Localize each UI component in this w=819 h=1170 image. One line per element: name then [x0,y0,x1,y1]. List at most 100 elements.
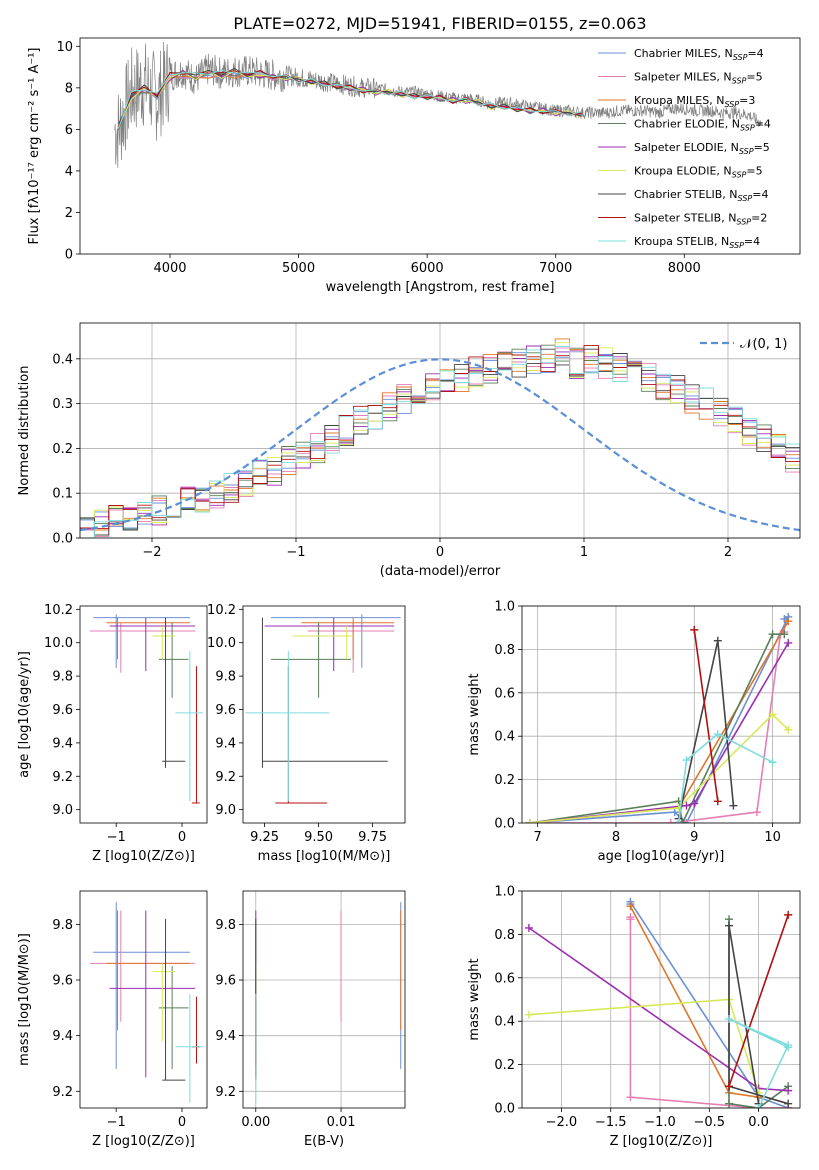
mass-vs-ebv-xlabel: E(B-V) [304,1134,344,1149]
massweight-vs-age-xtick-label-2: 9 [690,830,698,845]
massweight-vs-age-marker-4-3 [784,638,793,647]
legend-entry-6: Chabrier STELIB, NSSP=4 [634,188,768,203]
legend-entry-n-2: =3 [739,94,755,107]
massweight-vs-age-ytick-label-2: 0.4 [494,730,515,745]
mass-vs-Z-ytick-label-0: 9.2 [52,1085,73,1100]
massweight-vs-age-xtick-label-3: 10 [764,830,781,845]
age-vs-Z-xtick-label-1: 0 [178,830,186,845]
massweight-vs-age-frame [521,605,801,824]
massweight-vs-Z-marker-6-3 [784,1099,793,1108]
spectrum-ytick-label-1: 2 [65,206,73,221]
legend-entry-7: Salpeter STELIB, NSSP=2 [634,212,767,227]
age-vs-Z-ytick-label-5: 10.0 [44,636,73,651]
spectrum-model-4 [118,69,582,128]
massweight-vs-age-xlabel: age [log10(age/yr)] [598,849,725,864]
massweight-vs-Z-marker-6-1 [725,921,734,930]
mass-vs-Z-plot-area [89,902,204,1103]
legend-entry-n-4: =5 [754,141,770,154]
massweight-vs-age-ylabel: mass weight [467,673,482,755]
age-vs-Z-frame [79,605,208,824]
spectrum-ytick-label-0: 0 [65,248,73,263]
massweight-vs-age-marker-7-1 [713,797,722,806]
legend-entry-n-3: =4 [755,118,771,131]
mass-vs-ebv-xtick-label-1: 0.01 [327,1115,356,1130]
spectrum-xtick-label-4: 8000 [668,261,701,276]
massweight-vs-age-line-5 [529,713,789,823]
residuals-xlabel: (data-model)/error [380,564,501,579]
mass-vs-ebv-ytick-label-3: 9.8 [215,918,236,933]
residuals-axes: −2 −1 0 1 2 0.0 0.1 0.2 0.3 0.4 (data-model)/error… [17,322,801,579]
residual-hist-0 [80,351,800,529]
massweight-vs-Z-xtick-label-0: −2.0 [546,1115,578,1130]
residual-hist-4 [80,345,800,530]
age-vs-Z-ytick-label-0: 9.0 [52,803,73,818]
legend-entry-n-0: =4 [747,47,763,60]
legend-entry-sub-1: SSP [732,77,747,86]
massweight-vs-Z-axes: −2.0 −1.5 −1.0 −0.5 0.0 0.0 0.2 0.4 0.6 0.8 1.0 Z [… [467,885,801,1149]
residuals-ytick-label-0: 0.0 [52,532,73,547]
legend-entry-1: Salpeter MILES, NSSP=5 [634,71,763,86]
massweight-vs-Z-marker-8-3 [784,1043,793,1052]
legend-entry-n-5: =5 [746,165,762,178]
age-vs-mass-frame [242,605,406,824]
massweight-vs-Z-marker-3-2 [725,1099,734,1108]
massweight-vs-age-marker-7-0 [690,625,699,634]
residuals-xtick-label-1: −1 [286,545,305,560]
mass-vs-Z-xlabel: Z [log10(Z/Z⊙)] [92,1134,195,1149]
massweight-vs-Z-ytick-label-2: 0.4 [494,1015,515,1030]
massweight-vs-age-marker-3-2 [678,819,687,823]
massweight-vs-Z-plot-area [524,897,793,1108]
spectrum-ylabel: Flux [fλ10⁻¹⁷ erg cm⁻² s⁻¹ A⁻¹] [27,48,42,245]
age-vs-mass-ytick-label-3: 9.6 [215,703,236,718]
massweight-vs-age-axes: 7 8 9 10 0.0 0.2 0.4 0.6 0.8 1.0 age [log10(age/yr… [467,600,801,864]
massweight-vs-Z-marker-1-2 [626,1093,635,1102]
age-vs-mass-ytick-label-4: 9.8 [215,670,236,685]
massweight-vs-Z-marker-2-2 [626,902,635,911]
age-vs-Z-xlabel: Z [log10(Z/Z⊙)] [92,849,195,864]
mass-vs-ebv-ytick-label-1: 9.4 [215,1029,236,1044]
massweight-vs-age-marker-8-1 [682,756,691,765]
mass-vs-ebv-ytick-label-2: 9.6 [215,974,236,989]
legend-entry-n-6: =4 [752,188,768,201]
legend-entry-3: Chabrier ELODIE, NSSP=4 [634,118,771,133]
massweight-vs-age-marker-8-0 [674,819,683,823]
massweight-vs-age-marker-5-0 [525,819,534,823]
residuals-ytick-label-1: 0.1 [52,487,73,502]
massweight-vs-age-marker-4-2 [690,799,699,808]
residual-legend-label: 𝒩(0, 1) [740,337,787,352]
legend-entry-5: Kroupa ELODIE, NSSP=5 [634,165,763,180]
residual-hist-8 [80,346,800,538]
massweight-vs-Z-ytick-label-1: 0.2 [494,1058,515,1073]
residual-hist-7 [80,344,800,529]
massweight-vs-Z-marker-1-4 [626,913,635,922]
spectrum-xtick-label-0: 4000 [153,261,186,276]
legend-entry-sub-6: SSP [738,194,753,203]
residual-hist-5 [80,342,800,538]
legend-entry-n-8: =4 [744,235,760,248]
mass-vs-Z-xtick-label-1: 0 [178,1115,186,1130]
spectrum-xtick-label-1: 5000 [282,261,315,276]
massweight-vs-age-marker-6-1 [713,636,722,645]
massweight-vs-Z-marker-5-2 [524,1010,533,1019]
massweight-vs-Z-ylabel: mass weight [467,958,482,1040]
legend-entry-4: Salpeter ELODIE, NSSP=5 [634,141,770,156]
massweight-vs-age-marker-1-2 [752,808,761,817]
age-vs-Z-plot-area [89,614,204,804]
massweight-vs-age-marker-5-3 [784,725,793,734]
legend-entry-sub-3: SSP [740,124,755,133]
massweight-vs-age-plot-area [525,612,793,823]
age-vs-mass-xtick-label-1: 9.50 [304,830,333,845]
massweight-vs-age-marker-5-2 [768,710,777,719]
mass-vs-Z-ytick-label-2: 9.6 [52,974,73,989]
legend-entry-sub-8: SSP [729,241,744,250]
massweight-vs-age-line-7 [693,629,719,802]
massweight-vs-Z-line-7 [728,914,789,1087]
legend-entry-sub-4: SSP [739,147,754,156]
age-vs-Z-ytick-label-4: 9.8 [52,670,73,685]
massweight-vs-Z-ytick-label-4: 0.8 [494,928,515,943]
residuals-xtick-label-4: 2 [724,545,732,560]
massweight-vs-age-xtick-label-0: 7 [534,830,542,845]
massweight-vs-age-marker-2-2 [784,617,793,626]
massweight-vs-age-marker-3-3 [768,630,777,639]
